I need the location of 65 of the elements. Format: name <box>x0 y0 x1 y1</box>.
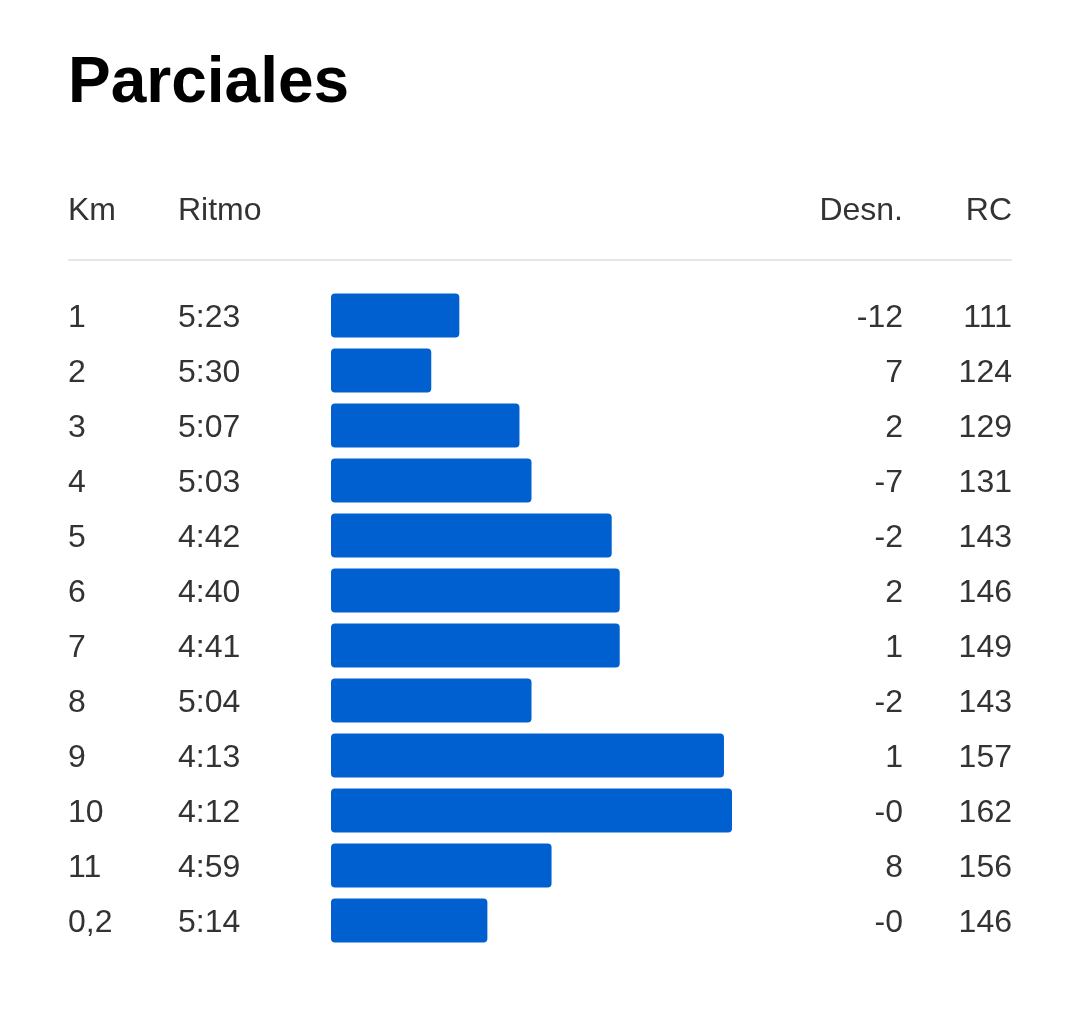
text: 5:30 <box>178 352 241 389</box>
text: 4:59 <box>178 847 241 884</box>
bar <box>331 843 552 888</box>
chart-title: Parciales <box>68 44 350 116</box>
text: 111 <box>963 297 1012 334</box>
y-tick-label: 0,2 <box>68 902 113 939</box>
text: Desn. <box>819 191 903 227</box>
y-tick-label: 3 <box>68 407 86 444</box>
y-tick-label: 1 <box>68 297 86 334</box>
text: 162 <box>958 792 1012 829</box>
text: 129 <box>958 407 1012 444</box>
text: 157 <box>958 737 1012 774</box>
text: 156 <box>958 847 1012 884</box>
text: 143 <box>958 682 1012 719</box>
y-tick-label: 8 <box>68 682 86 719</box>
bar <box>331 348 432 393</box>
text: Ritmo <box>178 191 262 227</box>
text: 4:13 <box>178 737 241 774</box>
text: 5:03 <box>178 462 241 499</box>
y-tick-label: 7 <box>68 627 86 664</box>
text: 5:23 <box>178 297 241 334</box>
text: 4:41 <box>178 627 241 664</box>
bar <box>331 403 520 448</box>
text: 4:12 <box>178 792 241 829</box>
bar <box>331 678 532 723</box>
bar <box>331 458 532 503</box>
text: -7 <box>874 462 903 499</box>
bar <box>331 513 612 558</box>
text: -0 <box>874 902 903 939</box>
y-tick-label: 4 <box>68 462 86 499</box>
text: RC <box>965 191 1012 227</box>
y-tick-label: 10 <box>68 792 104 829</box>
text: 4:42 <box>178 517 241 554</box>
text: 124 <box>958 352 1012 389</box>
y-axis-title: Km <box>68 191 116 227</box>
text: 131 <box>958 462 1012 499</box>
text: 1 <box>885 737 903 774</box>
text: -2 <box>874 517 903 554</box>
text: -2 <box>874 682 903 719</box>
text: 7 <box>885 352 903 389</box>
text: 143 <box>958 517 1012 554</box>
text: -12 <box>856 297 903 334</box>
bar <box>331 293 460 338</box>
text: 4:40 <box>178 572 241 609</box>
text: 8 <box>885 847 903 884</box>
y-tick-label: 9 <box>68 737 86 774</box>
bar <box>331 788 732 833</box>
text: 1 <box>885 627 903 664</box>
text: -0 <box>874 792 903 829</box>
text: 2 <box>885 572 903 609</box>
y-tick-label: 2 <box>68 352 86 389</box>
y-tick-label: 11 <box>68 847 102 884</box>
bar <box>331 733 724 778</box>
y-tick-label: 6 <box>68 572 86 609</box>
text: 146 <box>958 902 1012 939</box>
text: 146 <box>958 572 1012 609</box>
text: 149 <box>958 627 1012 664</box>
bar <box>331 898 488 943</box>
text: 5:07 <box>178 407 241 444</box>
text: 5:04 <box>178 682 241 719</box>
text: 5:14 <box>178 902 241 939</box>
y-tick-label: 5 <box>68 517 86 554</box>
bar <box>331 623 620 668</box>
bar <box>331 568 620 613</box>
text: 2 <box>885 407 903 444</box>
